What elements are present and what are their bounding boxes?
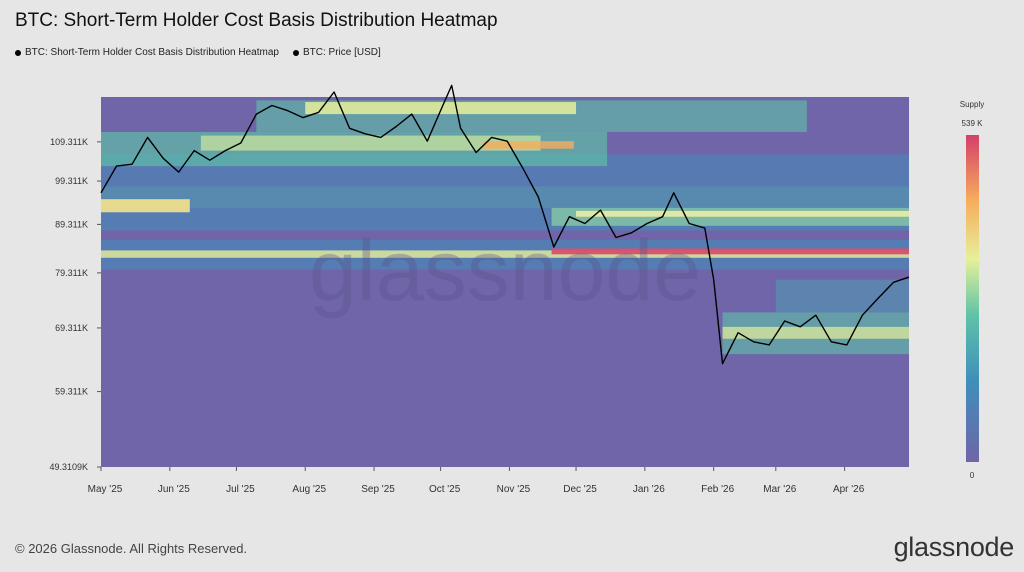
x-tick-label: Feb '26 [701,484,734,495]
x-tick-label: Dec '25 [563,484,597,495]
chart-legend: BTC: Short-Term Holder Cost Basis Distri… [15,47,381,58]
heatmap-band [551,248,909,255]
x-tick-label: Jan '26 [633,484,665,495]
heatmap-band [576,210,909,217]
x-tick-label: Oct '25 [429,484,461,495]
heatmap-band [200,135,541,151]
legend-item-heatmap[interactable]: BTC: Short-Term Holder Cost Basis Distri… [15,47,279,58]
legend-dot-icon [15,49,21,56]
y-tick-label: 79.311K [55,268,88,278]
price-line[interactable] [100,84,910,365]
legend-label-heatmap: BTC: Short-Term Holder Cost Basis Distri… [25,47,279,58]
heatmap-band [482,141,574,149]
y-tick-label: 89.311K [55,219,88,229]
heatmap-band [101,199,190,213]
x-axis: May '25 Jun '25 Jul '25 Aug '25 Sep '25 Oct '… [88,467,865,495]
x-tick-label: Mar '26 [763,484,796,495]
footer-copyright: © 2026 Glassnode. All Rights Reserved. [15,541,248,556]
colorbar-max-label: 539 K [962,119,984,128]
heatmap-band [101,186,909,208]
page-title: BTC: Short-Term Holder Cost Basis Distri… [15,10,498,31]
legend-item-price[interactable]: BTC: Price [USD] [292,47,381,58]
watermark-text: glassnode [309,223,701,319]
x-tick-label: Apr '26 [833,484,865,495]
y-tick-label: 69.311K [55,323,88,333]
heatmap-bands [101,100,909,355]
glassnode-logo[interactable]: glassnode [893,532,1015,562]
heatmap-band [305,102,577,115]
y-tick-label: 99.311K [55,176,88,186]
x-tick-label: Aug '25 [292,484,326,495]
y-tick-label: 49.3109K [49,462,88,472]
heatmap-band [775,279,909,313]
x-tick-label: Nov '25 [497,484,531,495]
legend-dot-icon [292,49,299,56]
x-tick-label: Jul '25 [226,484,255,495]
heatmap-band [722,326,909,339]
colorbar [966,135,979,462]
y-tick-label: 109.311K [50,137,88,147]
x-tick-label: Jun '25 [158,484,190,495]
legend-label-price: BTC: Price [USD] [302,47,381,58]
y-tick-label: 59.311K [55,387,88,397]
x-tick-label: Sep '25 [361,484,395,495]
heatmap-band [101,250,909,258]
x-tick-label: May '25 [88,484,123,495]
colorbar-min-label: 0 [970,471,975,480]
y-axis: 109.311K 99.311K 89.311K 79.311K 69.311K 59.3… [49,137,101,472]
colorbar-title: Supply [960,100,984,109]
